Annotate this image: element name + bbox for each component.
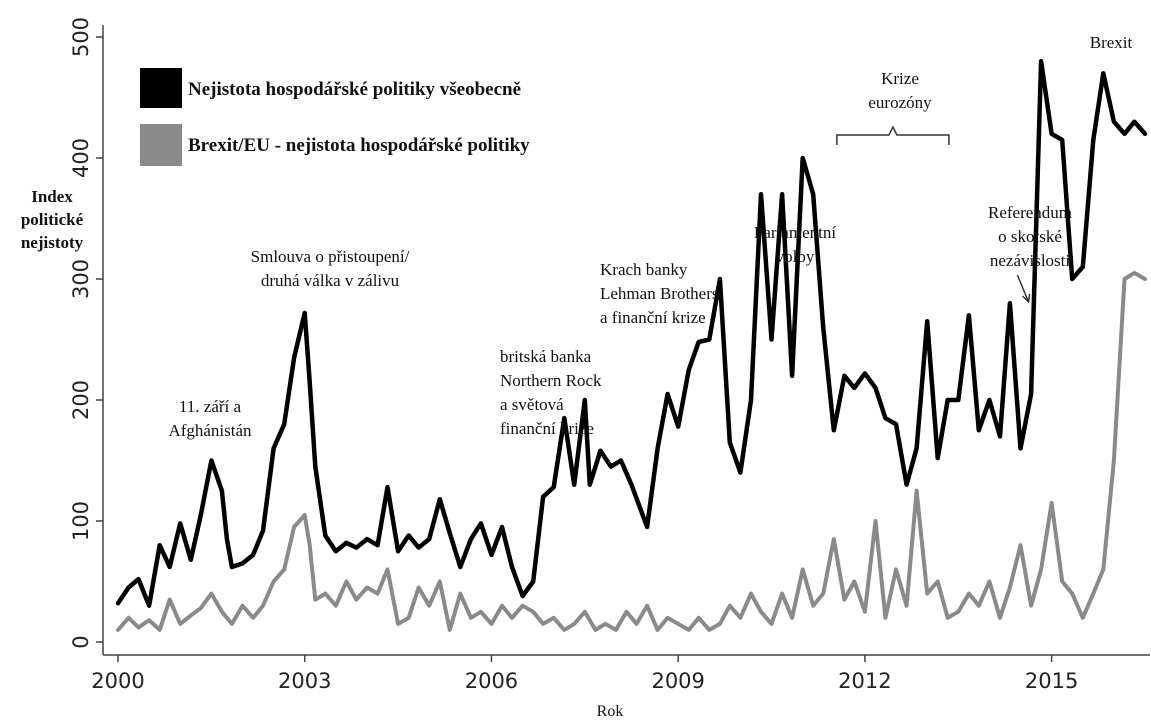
annotation-line: Lehman Brothers (600, 284, 719, 303)
annotation-northern-rock: britská banka Northern Rock a světová finan… (500, 347, 602, 438)
x-tick-label: 2012 (838, 669, 891, 693)
y-axis-title-line: nejistoty (21, 233, 84, 252)
series-line-general (115, 58, 1148, 608)
legend-swatch-general (140, 68, 182, 108)
annotation-brexit: Brexit (1090, 33, 1133, 52)
eurozone-bracket-path (836, 125, 950, 145)
referendum-arrow (1016, 274, 1031, 304)
y-tick-label: 200 (69, 380, 93, 420)
annotation-line: britská banka (500, 347, 592, 366)
x-tick-label: 2003 (278, 669, 331, 693)
y-tick-label: 0 (69, 635, 93, 648)
annotation-line: eurozóny (868, 93, 932, 112)
annotation-line: a finanční krize (600, 308, 706, 327)
annotation-line: Referendum (988, 203, 1072, 222)
annotation-referendum: Referendum o skotské nezávislosti (988, 203, 1072, 270)
annotation-line: o skotské (998, 227, 1062, 246)
annotation-line: 11. září a (179, 397, 242, 416)
y-tick-label: 300 (69, 259, 93, 299)
annotation-line: a světová (500, 395, 564, 414)
x-tick-label: 2015 (1025, 669, 1078, 693)
x-axis-title: Rok (597, 703, 624, 720)
y-axis-title-line: politické (21, 210, 84, 229)
y-tick-label: 500 (69, 17, 93, 57)
annotation-line: Krize (881, 69, 919, 88)
annotation-line: nezávislosti (990, 251, 1071, 270)
legend-label-brexit: Brexit/EU - nejistota hospodářské politi… (188, 135, 530, 156)
series-line-brexit (116, 270, 1147, 632)
annotation-line: Northern Rock (500, 371, 602, 390)
annotation-lehman: Krach banky Lehman Brothers a finanční kri… (600, 260, 719, 327)
annotation-elections: Parlamentní volby (754, 223, 836, 266)
annotation-line: Smlouva o přistoupení/ (251, 247, 410, 266)
annotation-line: druhá válka v zálivu (261, 271, 400, 290)
axes (102, 25, 1150, 656)
annotation-line: Brexit (1090, 33, 1133, 52)
legend-label-general: Nejistota hospodářské politiky všeobecně (188, 79, 521, 100)
annotation-line: Parlamentní (754, 223, 836, 242)
annotation-line: Krach banky (600, 260, 688, 279)
annotation-911: 11. září a Afghánistán (168, 397, 252, 440)
x-tick-label: 2009 (651, 669, 704, 693)
x-axis-ticks: 2000 2003 2006 2009 2012 2015 (91, 655, 1078, 693)
legend-swatch-brexit (140, 124, 182, 166)
x-tick-label: 2006 (465, 669, 518, 693)
y-tick-label: 400 (69, 138, 93, 178)
annotation-accession-treaty: Smlouva o přistoupení/druhá válka v záli… (251, 247, 410, 290)
series-layer (115, 58, 1148, 632)
annotation-line: volby (776, 247, 815, 266)
eurozone-bracket (836, 125, 1031, 304)
y-axis-title-line: Index (31, 187, 73, 206)
y-axis-ticks: 0 100 200 300 400 500 (69, 17, 103, 649)
y-axis-title: Index politické nejistoty (21, 187, 84, 252)
annotations: 11. září a Afghánistán Smlouva o přistoupe… (168, 33, 1132, 440)
legend: Nejistota hospodářské politiky všeobecně… (140, 68, 530, 166)
annotation-line: Afghánistán (168, 421, 252, 440)
x-tick-label: 2000 (91, 669, 144, 693)
annotation-line: finanční krize (500, 419, 594, 438)
y-tick-label: 100 (69, 501, 93, 541)
annotation-eurozone: Krize eurozóny (868, 69, 932, 112)
